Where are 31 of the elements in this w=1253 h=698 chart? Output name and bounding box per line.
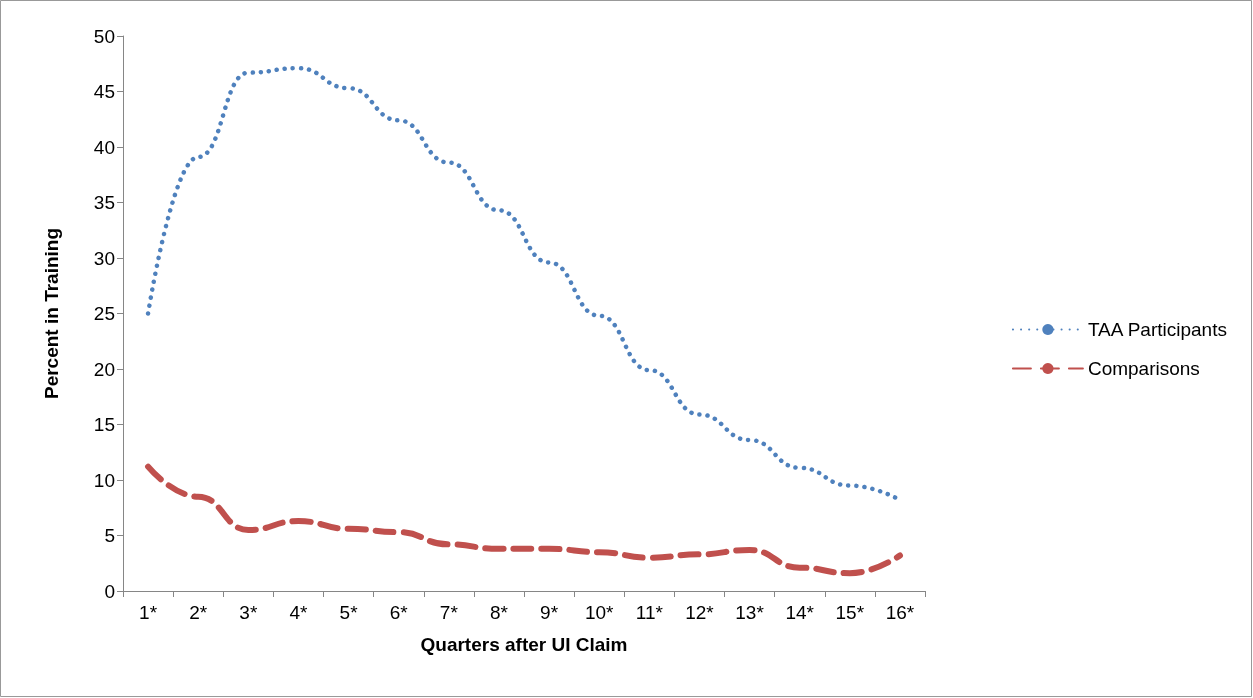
y-tick-label: 40 bbox=[93, 136, 115, 158]
x-tick-label: 9* bbox=[540, 602, 559, 623]
legend-label: TAA Participants bbox=[1087, 319, 1227, 340]
x-tick-label: 13* bbox=[735, 602, 765, 623]
x-tick-label: 4* bbox=[289, 602, 309, 623]
y-tick-label: 45 bbox=[93, 81, 115, 102]
x-tick-label: 12* bbox=[685, 602, 715, 623]
y-axis-title: Percent in Training bbox=[41, 227, 62, 400]
x-tick-label: 10* bbox=[584, 602, 615, 623]
x-tick-label: 8* bbox=[489, 602, 509, 623]
x-tick-label: 15* bbox=[835, 602, 865, 623]
y-tick-label: 25 bbox=[93, 303, 115, 324]
x-tick-label: 6* bbox=[389, 602, 409, 623]
y-tick-label: 30 bbox=[93, 247, 115, 269]
x-tick-label: 16* bbox=[885, 602, 915, 623]
y-tick-label: 20 bbox=[93, 358, 115, 380]
x-tick-label: 3* bbox=[239, 602, 258, 623]
y-tick-label: 10 bbox=[93, 469, 115, 491]
x-axis-title: Quarters after UI Claim bbox=[420, 634, 628, 655]
x-tick-label: 5* bbox=[339, 602, 359, 623]
x-tick-label: 14* bbox=[785, 602, 815, 623]
x-tick-label: 1* bbox=[139, 602, 158, 623]
y-tick-label: 0 bbox=[104, 580, 115, 602]
x-tick-label: 7* bbox=[439, 602, 459, 623]
x-tick-label: 11* bbox=[635, 602, 664, 623]
y-tick-label: 35 bbox=[93, 192, 115, 213]
y-tick-label: 5 bbox=[104, 525, 115, 546]
x-tick-label: 2* bbox=[189, 602, 208, 623]
y-tick-label: 15 bbox=[93, 414, 115, 435]
y-tick-label: 50 bbox=[93, 25, 115, 47]
legend-label: Comparisons bbox=[1087, 358, 1200, 379]
